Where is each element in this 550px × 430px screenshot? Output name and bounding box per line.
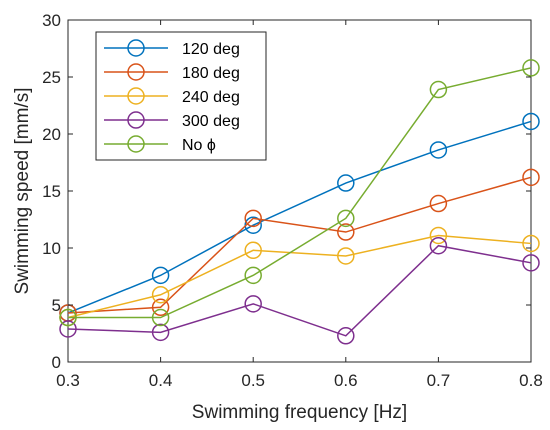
data-point — [522, 254, 540, 272]
legend-item: No ϕ — [104, 135, 216, 154]
x-tick-label: 0.3 — [56, 371, 80, 390]
legend-label: No ϕ — [182, 137, 216, 154]
series-layer — [59, 59, 540, 345]
data-point — [337, 247, 355, 265]
legend-label: 240 deg — [182, 89, 240, 106]
series-1 — [59, 168, 540, 322]
data-point — [337, 209, 355, 228]
data-point — [522, 112, 540, 131]
data-point — [151, 285, 170, 304]
legend-item: 180 deg — [104, 63, 240, 82]
legend-item: 120 deg — [104, 39, 240, 58]
data-point — [522, 234, 540, 253]
y-tick-label: 20 — [42, 125, 61, 144]
data-point — [429, 80, 448, 99]
data-point — [337, 327, 355, 345]
x-tick-label: 0.8 — [519, 371, 543, 390]
data-point — [59, 308, 77, 327]
series-3 — [59, 236, 540, 345]
x-tick-label: 0.6 — [334, 371, 358, 390]
series-4 — [59, 59, 540, 327]
data-point — [151, 308, 170, 327]
series-line — [67, 120, 532, 314]
series-line — [67, 176, 532, 314]
data-point — [151, 266, 170, 285]
legend-label: 120 deg — [182, 41, 240, 58]
legend-item: 300 deg — [104, 111, 240, 130]
data-point — [59, 320, 77, 338]
y-tick-label: 5 — [52, 296, 61, 315]
legend-label: 300 deg — [182, 113, 240, 130]
data-point — [337, 174, 355, 192]
ticks-layer: 0.3 0.4 0.5 0.6 0.7 0.8 0 5 10 15 20 25 30 — [42, 11, 543, 390]
data-point — [244, 241, 262, 260]
data-point — [429, 226, 448, 245]
y-axis-label: Swimming speed [mm/s] — [12, 88, 33, 295]
series-line — [67, 234, 532, 319]
legend-marker — [127, 135, 145, 153]
data-point — [337, 223, 355, 241]
y-tick-label: 30 — [42, 11, 61, 30]
y-tick-label: 10 — [42, 239, 61, 258]
data-point — [429, 194, 448, 213]
data-point — [429, 141, 448, 159]
data-point — [522, 59, 540, 77]
data-point — [429, 236, 448, 255]
x-tick-label: 0.5 — [241, 371, 265, 390]
y-tick-label: 25 — [42, 68, 61, 87]
legend-item: 240 deg — [104, 87, 240, 106]
x-axis-label: Swimming frequency [Hz] — [192, 402, 407, 423]
y-tick-label: 15 — [42, 182, 61, 201]
legend-marker — [127, 39, 145, 57]
series-line — [68, 67, 532, 319]
series-line — [67, 244, 532, 337]
legend-marker — [127, 63, 145, 81]
legend-marker — [127, 111, 145, 129]
legend-marker — [127, 87, 145, 105]
x-tick-label: 0.7 — [427, 371, 451, 390]
y-tick-label: 0 — [52, 353, 61, 372]
data-point — [522, 168, 540, 187]
data-point — [244, 209, 262, 228]
data-point — [244, 266, 262, 285]
legend: 120 deg 180 deg 240 deg 300 deg No ϕ — [95, 31, 267, 161]
data-point — [151, 298, 170, 317]
data-point — [244, 295, 262, 313]
data-point — [151, 323, 170, 342]
legend-label: 180 deg — [182, 65, 240, 82]
x-tick-label: 0.4 — [149, 371, 173, 390]
